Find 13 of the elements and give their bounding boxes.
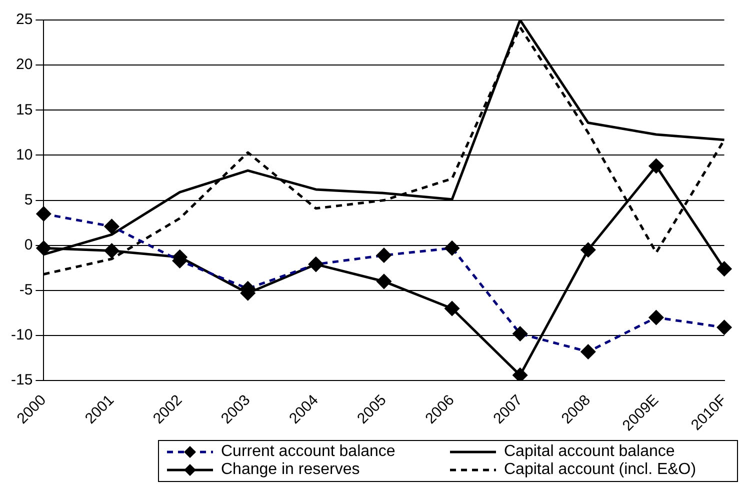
y-tick-label: 25 [16, 11, 33, 28]
y-tick-label: 20 [16, 56, 33, 74]
y-tick-label: 5 [24, 191, 33, 208]
y-tick-label: 15 [16, 101, 33, 118]
y-tick-label: -10 [10, 326, 33, 344]
y-tick-label: -15 [10, 372, 33, 389]
y-tick-label: 10 [16, 146, 33, 164]
legend-label: Capital account balance [504, 443, 675, 461]
legend-label: Capital account (incl. E&O) [504, 461, 696, 479]
y-tick-label: 0 [24, 236, 33, 254]
y-tick-label: -5 [19, 282, 33, 299]
legend-label: Current account balance [221, 443, 396, 461]
legend-label: Change in reserves [221, 461, 360, 479]
